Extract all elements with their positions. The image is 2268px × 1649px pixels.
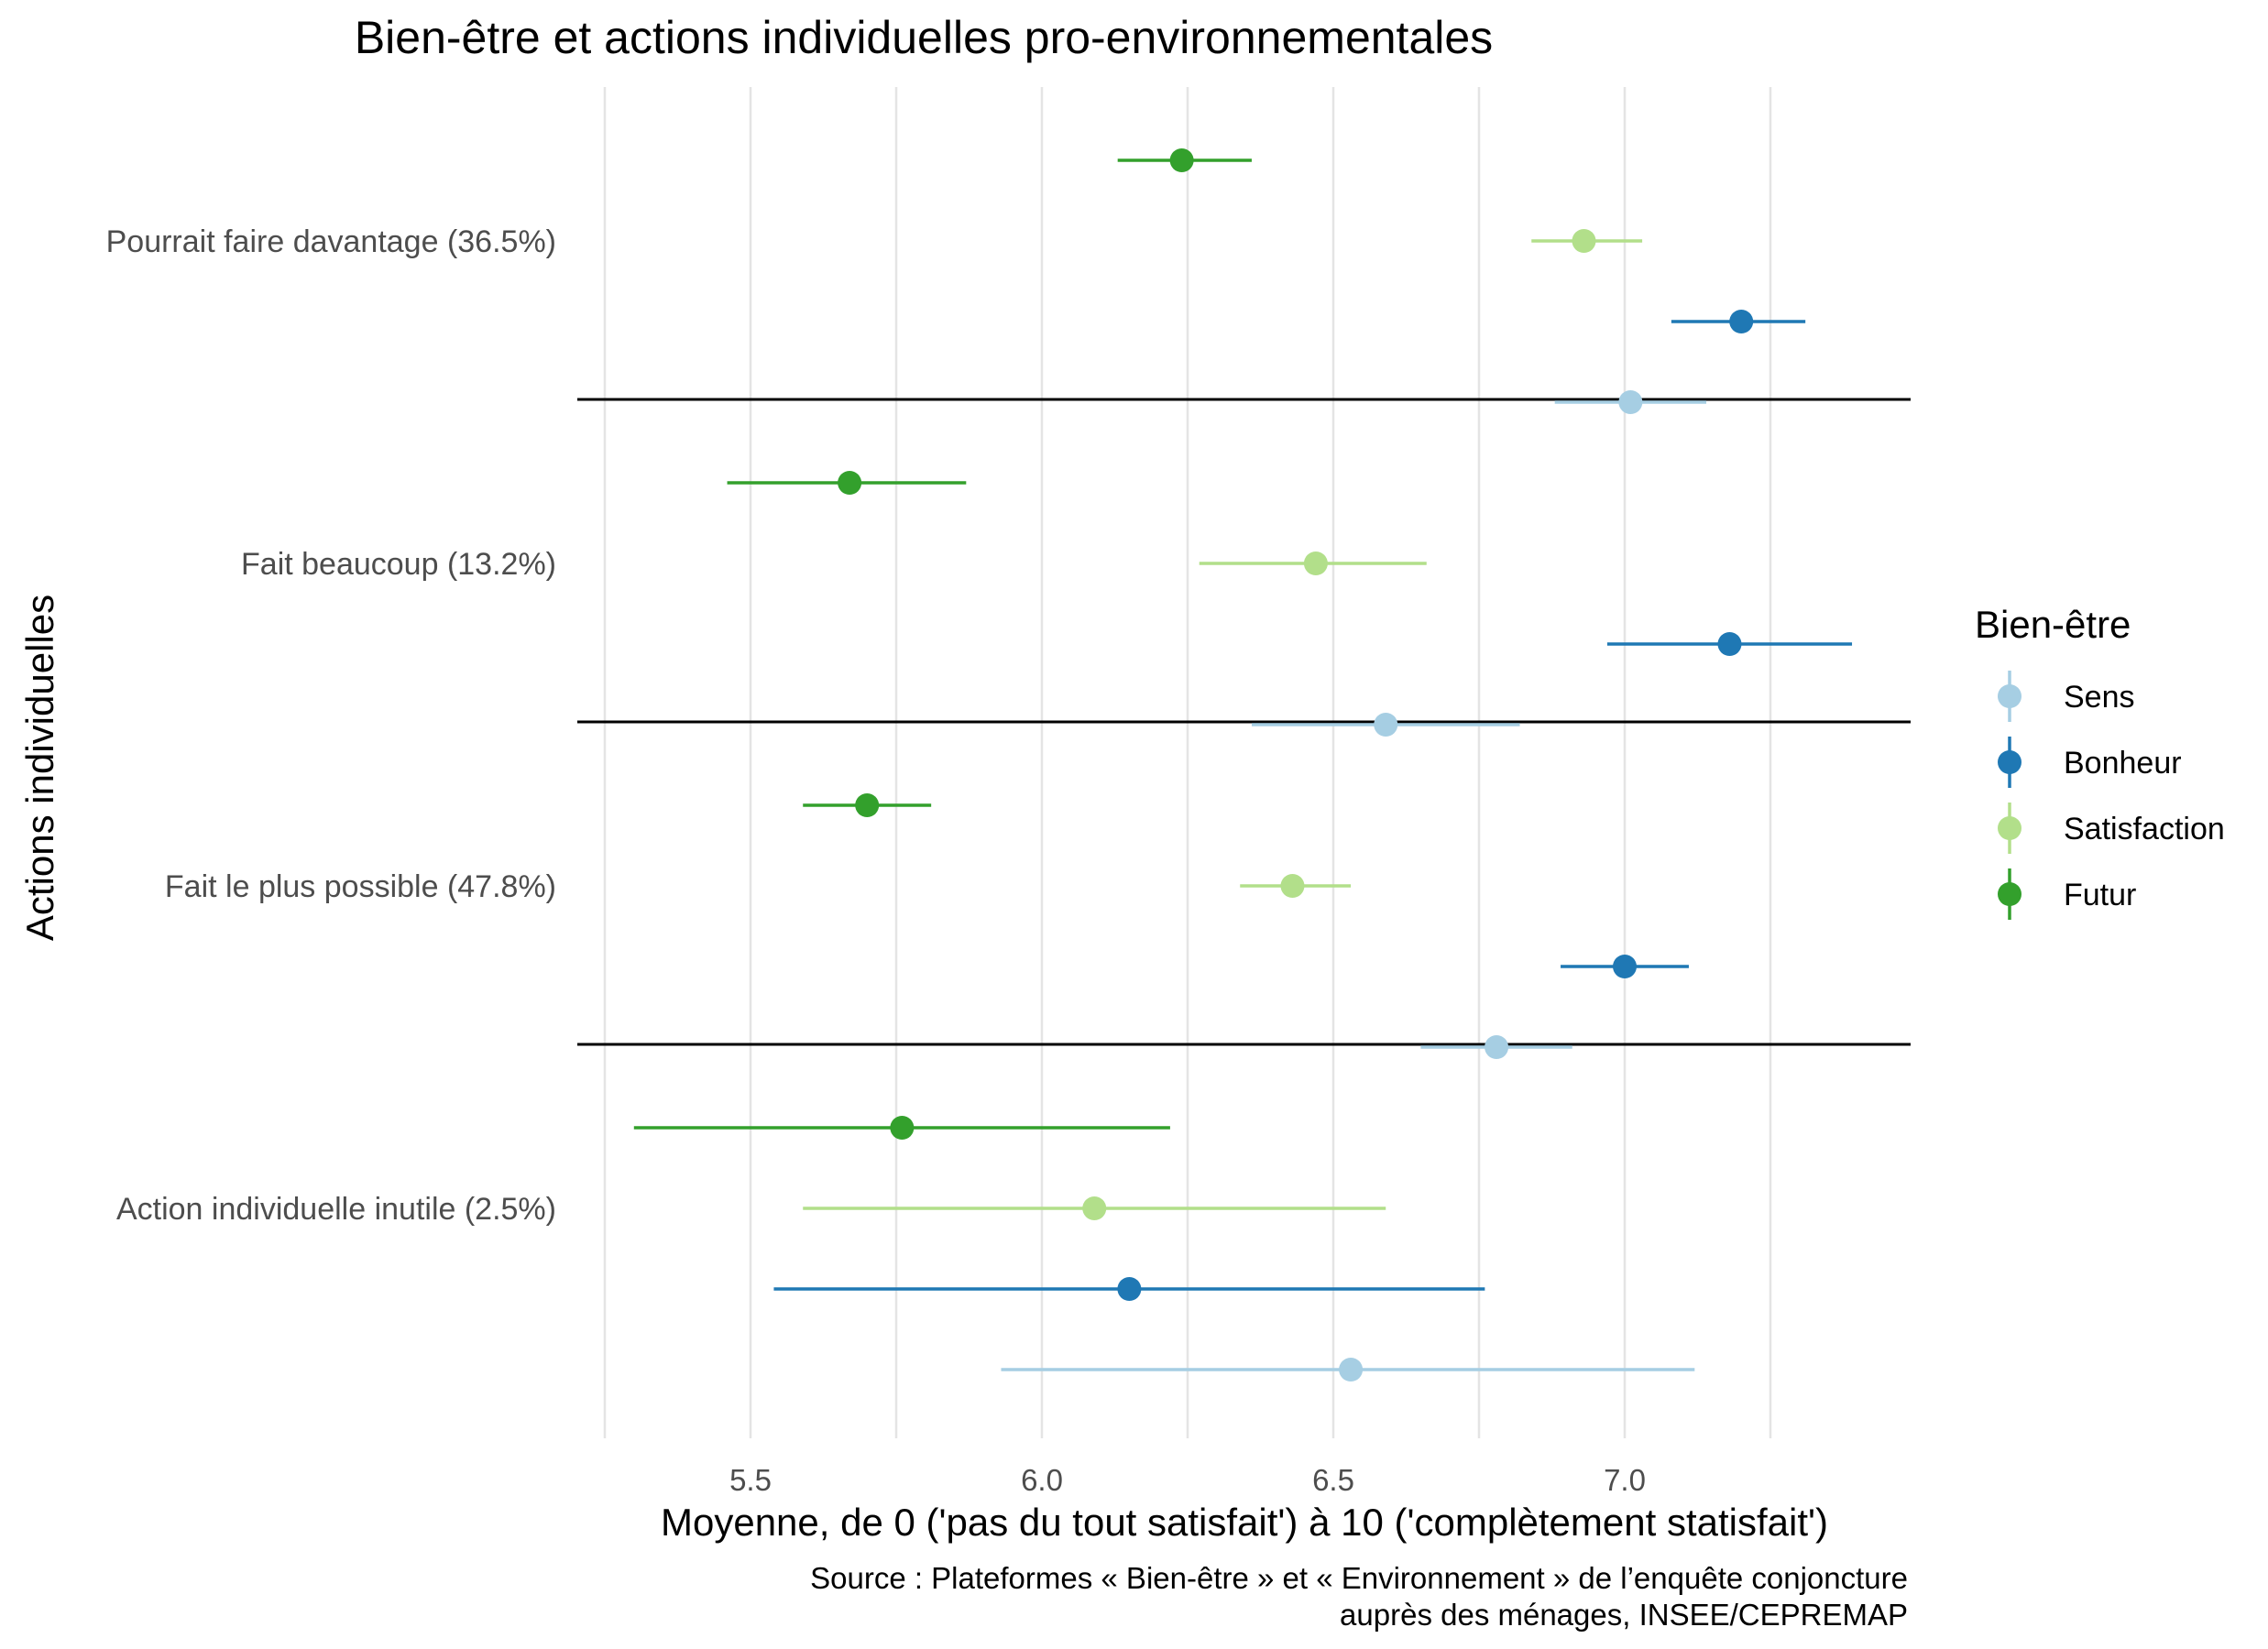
category-label: Fait beaucoup (13.2%): [241, 547, 556, 582]
data-point: [1729, 310, 1754, 333]
data-point: [890, 1116, 915, 1140]
data-point: [1572, 229, 1596, 253]
grid-layer: [603, 87, 1772, 1438]
data-point: [1117, 1277, 1142, 1301]
data-point: [1082, 1196, 1107, 1220]
legend-key-point: [1998, 684, 2021, 708]
data-point: [1374, 713, 1398, 737]
x-tick-label: 7.0: [1604, 1463, 1646, 1497]
legend-label: Sens: [2064, 680, 2135, 715]
source-line-2: auprès des ménages, INSEE/CEPREMAP: [1340, 1598, 1908, 1632]
legend-label: Satisfaction: [2064, 812, 2225, 846]
data-point: [838, 471, 862, 495]
data-point: [1339, 1358, 1364, 1381]
group-separators: [577, 398, 1911, 1046]
data-point: [1717, 632, 1742, 656]
x-axis-label: Moyenne, de 0 ('pas du tout satisfait') …: [661, 1501, 1828, 1544]
x-tick-label: 6.0: [1021, 1463, 1063, 1497]
data-point: [1485, 1035, 1509, 1059]
category-label: Fait le plus possible (47.8%): [165, 869, 556, 904]
data-point: [1618, 390, 1643, 414]
legend-key-point: [1998, 816, 2021, 840]
legend-key-point: [1998, 750, 2021, 774]
legend: Bien-être Sens Bonheur Satisfaction Futur: [1975, 603, 2225, 920]
data-point: [1303, 551, 1328, 575]
chart-title: Bien-être et actions individuelles pro-e…: [355, 12, 1493, 63]
x-tick-labels: 5.5 6.0 6.5 7.0: [729, 1463, 1646, 1497]
legend-label: Bonheur: [2064, 746, 2182, 781]
source-line-1: Source : Plateformes « Bien-être » et « …: [810, 1561, 1908, 1595]
y-tick-labels: Pourrait faire davantage (36.5%) Fait bea…: [106, 224, 556, 1227]
legend-key-point: [1998, 882, 2021, 906]
data-point: [1280, 874, 1305, 898]
data-point: [1169, 148, 1194, 172]
legend-label: Futur: [2064, 878, 2136, 912]
x-tick-label: 5.5: [729, 1463, 772, 1497]
y-axis-label: Actions individuelles: [18, 595, 61, 941]
legend-title: Bien-être: [1975, 603, 2131, 646]
data-point: [1613, 955, 1637, 978]
category-label: Pourrait faire davantage (36.5%): [106, 224, 556, 259]
chart-marks: [633, 148, 1853, 1381]
category-label: Action individuelle inutile (2.5%): [116, 1192, 556, 1227]
data-point: [855, 793, 880, 817]
x-tick-label: 6.5: [1312, 1463, 1354, 1497]
